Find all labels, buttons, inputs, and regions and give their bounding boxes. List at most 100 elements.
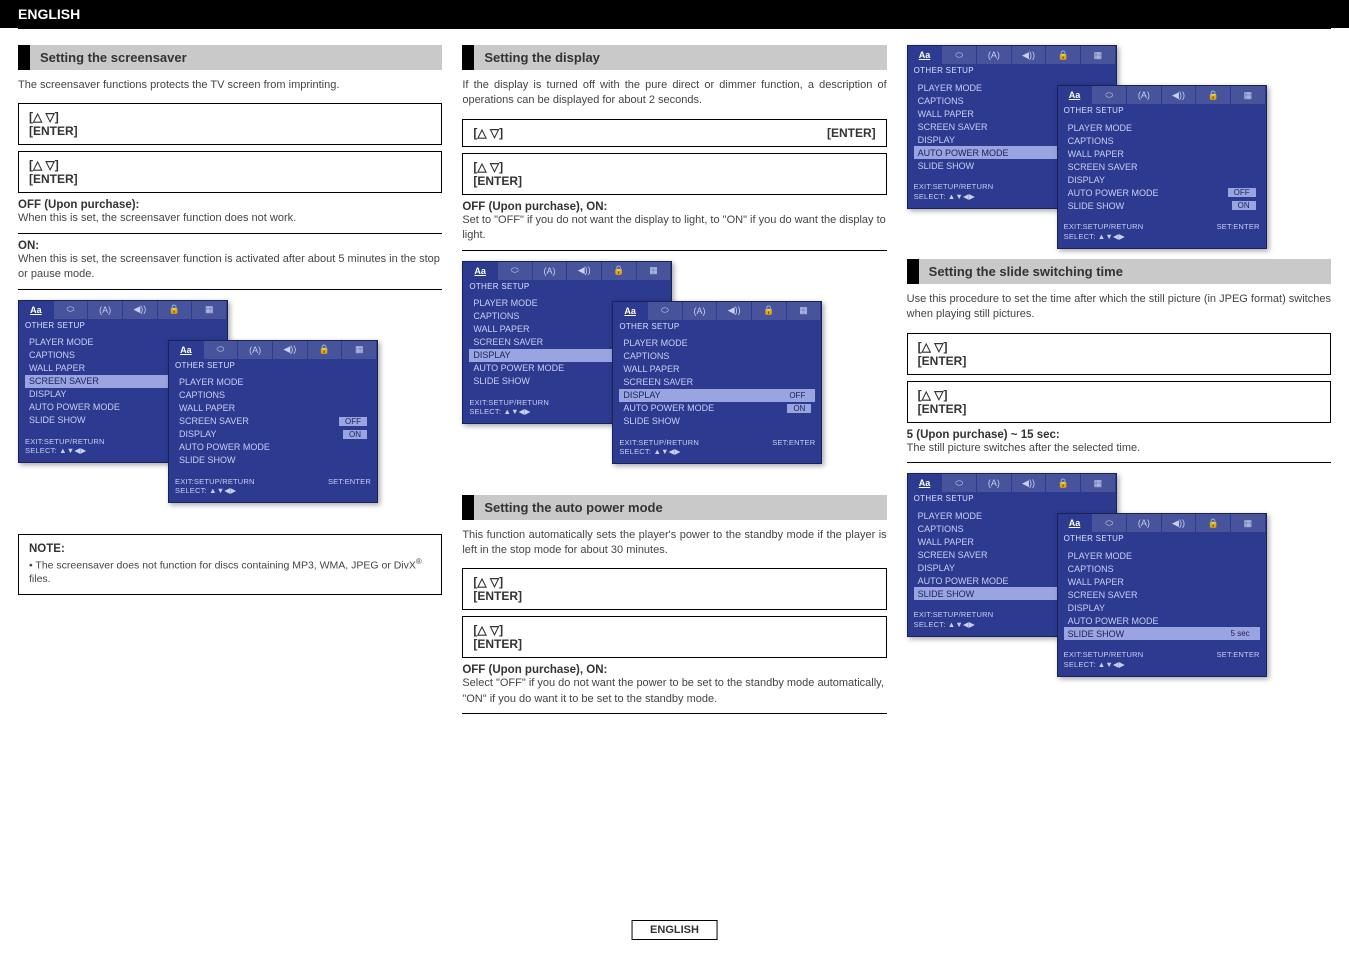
osd-value-on: ON	[1232, 201, 1256, 210]
osd-footer: EXIT:SETUP/RETURN SELECT: ▲▼◀▶ SET:ENTER	[1058, 218, 1266, 248]
osd-header: OTHER SETUP	[463, 280, 671, 295]
osd-tabs: Aa ⬭ (A) ◀)) 🔒 ▦	[19, 301, 227, 319]
osd-tab-icon: ▦	[787, 302, 822, 320]
osd-tab-icon: ⬭	[1092, 514, 1127, 532]
osd-footer-set: SET:ENTER	[1217, 222, 1260, 242]
osd-tab-icon: ⬭	[204, 341, 239, 359]
display-step2: [△ ▽] [ENTER]	[462, 153, 886, 195]
osd-footer-exit: EXIT:SETUP/RETURN	[1064, 222, 1144, 232]
osd-item-row: SCREEN SAVER OFF	[175, 415, 371, 428]
osd-slide-values: Aa ⬭ (A) ◀)) 🔒 ▦ OTHER SETUP PLAYER MODE…	[1057, 513, 1267, 677]
osd-footer-exit: EXIT:SETUP/RETURN	[1064, 650, 1144, 660]
osd-tab-icon: ⬭	[1092, 86, 1127, 104]
osd-item: SCREEN SAVER	[1064, 588, 1260, 601]
osd-item: SCREEN SAVER	[1064, 160, 1260, 173]
osd-item: PLAYER MODE	[619, 337, 815, 350]
step-arrows: [△ ▽]	[473, 126, 503, 140]
step-enter: [ENTER]	[918, 402, 1320, 416]
osd-body: PLAYER MODE CAPTIONS WALL PAPER SCREEN S…	[1058, 119, 1266, 218]
divider	[18, 289, 442, 290]
osd-body: PLAYER MODE CAPTIONS WALL PAPER SCREEN S…	[613, 335, 821, 434]
osd-tab-icon: (A)	[533, 262, 568, 280]
osd-body: PLAYER MODE CAPTIONS WALL PAPER SCREEN S…	[169, 374, 377, 473]
osd-header: OTHER SETUP	[1058, 104, 1266, 119]
osd-value-on: ON	[787, 404, 811, 413]
column-1: Setting the screensaver The screensaver …	[18, 45, 442, 720]
osd-value-off: OFF	[783, 391, 811, 400]
screensaver-step1: [△ ▽] [ENTER]	[18, 103, 442, 145]
osd-pair-display: Aa ⬭ (A) ◀)) 🔒 ▦ OTHER SETUP PLAYER MODE…	[462, 261, 886, 481]
osd-tabs: Aa ⬭ (A) ◀)) 🔒 ▦	[1058, 86, 1266, 104]
osd-footer-exit: EXIT:SETUP/RETURN	[175, 477, 255, 487]
osd-footer: EXIT:SETUP/RETURN SELECT: ▲▼◀▶ SET:ENTER	[169, 473, 377, 503]
osd-tab-aa: Aa	[908, 46, 943, 64]
osd-footer-set: SET:ENTER	[328, 477, 371, 497]
osd-tab-aa: Aa	[463, 262, 498, 280]
note-title: NOTE:	[29, 543, 431, 555]
osd-pair-autopower: Aa ⬭ (A) ◀)) 🔒 ▦ OTHER SETUP PLAYER MODE…	[907, 45, 1331, 245]
osd-tabs: Aa ⬭ (A) ◀)) 🔒 ▦	[908, 46, 1116, 64]
osd-tab-icon: ⬭	[942, 474, 977, 492]
osd-display-values: Aa ⬭ (A) ◀)) 🔒 ▦ OTHER SETUP PLAYER MODE…	[612, 301, 822, 465]
osd-pair-screensaver: Aa ⬭ (A) ◀)) 🔒 ▦ OTHER SETUP PLAYER MODE…	[18, 300, 442, 520]
screensaver-on-desc: When this is set, the screensaver functi…	[18, 252, 442, 283]
osd-header: OTHER SETUP	[169, 359, 377, 374]
osd-footer-select: SELECT: ▲▼◀▶	[1064, 660, 1144, 670]
osd-tab-icon: ◀))	[273, 341, 308, 359]
osd-pair-slide: Aa ⬭ (A) ◀)) 🔒 ▦ OTHER SETUP PLAYER MODE…	[907, 473, 1331, 693]
osd-tab-icon: ◀))	[1162, 86, 1197, 104]
osd-tab-icon: ⬭	[648, 302, 683, 320]
osd-tabs: Aa ⬭ (A) ◀)) 🔒 ▦	[169, 341, 377, 359]
step-arrows: [△ ▽]	[473, 623, 503, 637]
osd-tab-icon: 🔒	[602, 262, 637, 280]
step-enter: [ENTER]	[827, 126, 876, 140]
osd-footer-set: SET:ENTER	[772, 438, 815, 458]
osd-footer-exit: EXIT:SETUP/RETURN	[469, 398, 549, 408]
step-enter: [ENTER]	[473, 174, 875, 188]
page-root: ENGLISH Setting the screensaver The scre…	[0, 0, 1349, 954]
step-enter: [ENTER]	[918, 354, 1320, 368]
osd-item: AUTO POWER MODE	[1064, 614, 1260, 627]
screensaver-intro: The screensaver functions protects the T…	[18, 78, 442, 93]
step-arrows: [△ ▽]	[918, 388, 948, 402]
column-2: Setting the display If the display is tu…	[462, 45, 886, 720]
step-enter: [ENTER]	[473, 589, 875, 603]
step-enter: [ENTER]	[29, 172, 431, 186]
divider	[907, 462, 1331, 463]
osd-footer-exit: EXIT:SETUP/RETURN	[619, 438, 699, 448]
screensaver-on-label: ON:	[18, 240, 442, 252]
osd-tab-icon: ⬭	[942, 46, 977, 64]
osd-item-label: DISPLAY	[179, 429, 216, 439]
osd-footer-select: SELECT: ▲▼◀▶	[619, 447, 699, 457]
osd-item: CAPTIONS	[175, 389, 371, 402]
slide-intro: Use this procedure to set the time after…	[907, 292, 1331, 323]
osd-value-off: OFF	[1228, 188, 1256, 197]
autopower-opt-desc: Select "OFF" if you do not want the powe…	[462, 676, 886, 707]
osd-item-label: SLIDE SHOW	[1068, 629, 1125, 639]
osd-tab-icon: (A)	[238, 341, 273, 359]
osd-footer-select: SELECT: ▲▼◀▶	[25, 446, 105, 456]
osd-footer-select: SELECT: ▲▼◀▶	[469, 407, 549, 417]
osd-item-row: SLIDE SHOW ON	[1064, 199, 1260, 212]
display-opt-label: OFF (Upon purchase), ON:	[462, 201, 886, 213]
osd-tabs: Aa ⬭ (A) ◀)) 🔒 ▦	[908, 474, 1116, 492]
step-arrows: [△ ▽]	[29, 110, 59, 124]
osd-tab-icon: ▦	[1081, 474, 1116, 492]
osd-item-label: AUTO POWER MODE	[623, 403, 714, 413]
osd-item-label: SCREEN SAVER	[179, 416, 249, 426]
section-title-screensaver: Setting the screensaver	[18, 45, 442, 70]
note-text: • The screensaver does not function for …	[29, 557, 431, 587]
osd-value-5sec: 5 sec	[1225, 629, 1256, 638]
osd-tab-icon: (A)	[683, 302, 718, 320]
osd-tab-icon: 🔒	[1046, 474, 1081, 492]
top-bar: ENGLISH	[0, 0, 1349, 28]
screensaver-step2: [△ ▽] [ENTER]	[18, 151, 442, 193]
section-title-display: Setting the display	[462, 45, 886, 70]
osd-item: WALL PAPER	[1064, 147, 1260, 160]
osd-tab-icon: ◀))	[567, 262, 602, 280]
slide-opt-desc: The still picture switches after the sel…	[907, 441, 1331, 456]
divider	[18, 233, 442, 234]
osd-tab-icon: ▦	[1231, 514, 1266, 532]
osd-value-on: ON	[343, 430, 367, 439]
osd-footer: EXIT:SETUP/RETURN SELECT: ▲▼◀▶ SET:ENTER	[1058, 646, 1266, 676]
